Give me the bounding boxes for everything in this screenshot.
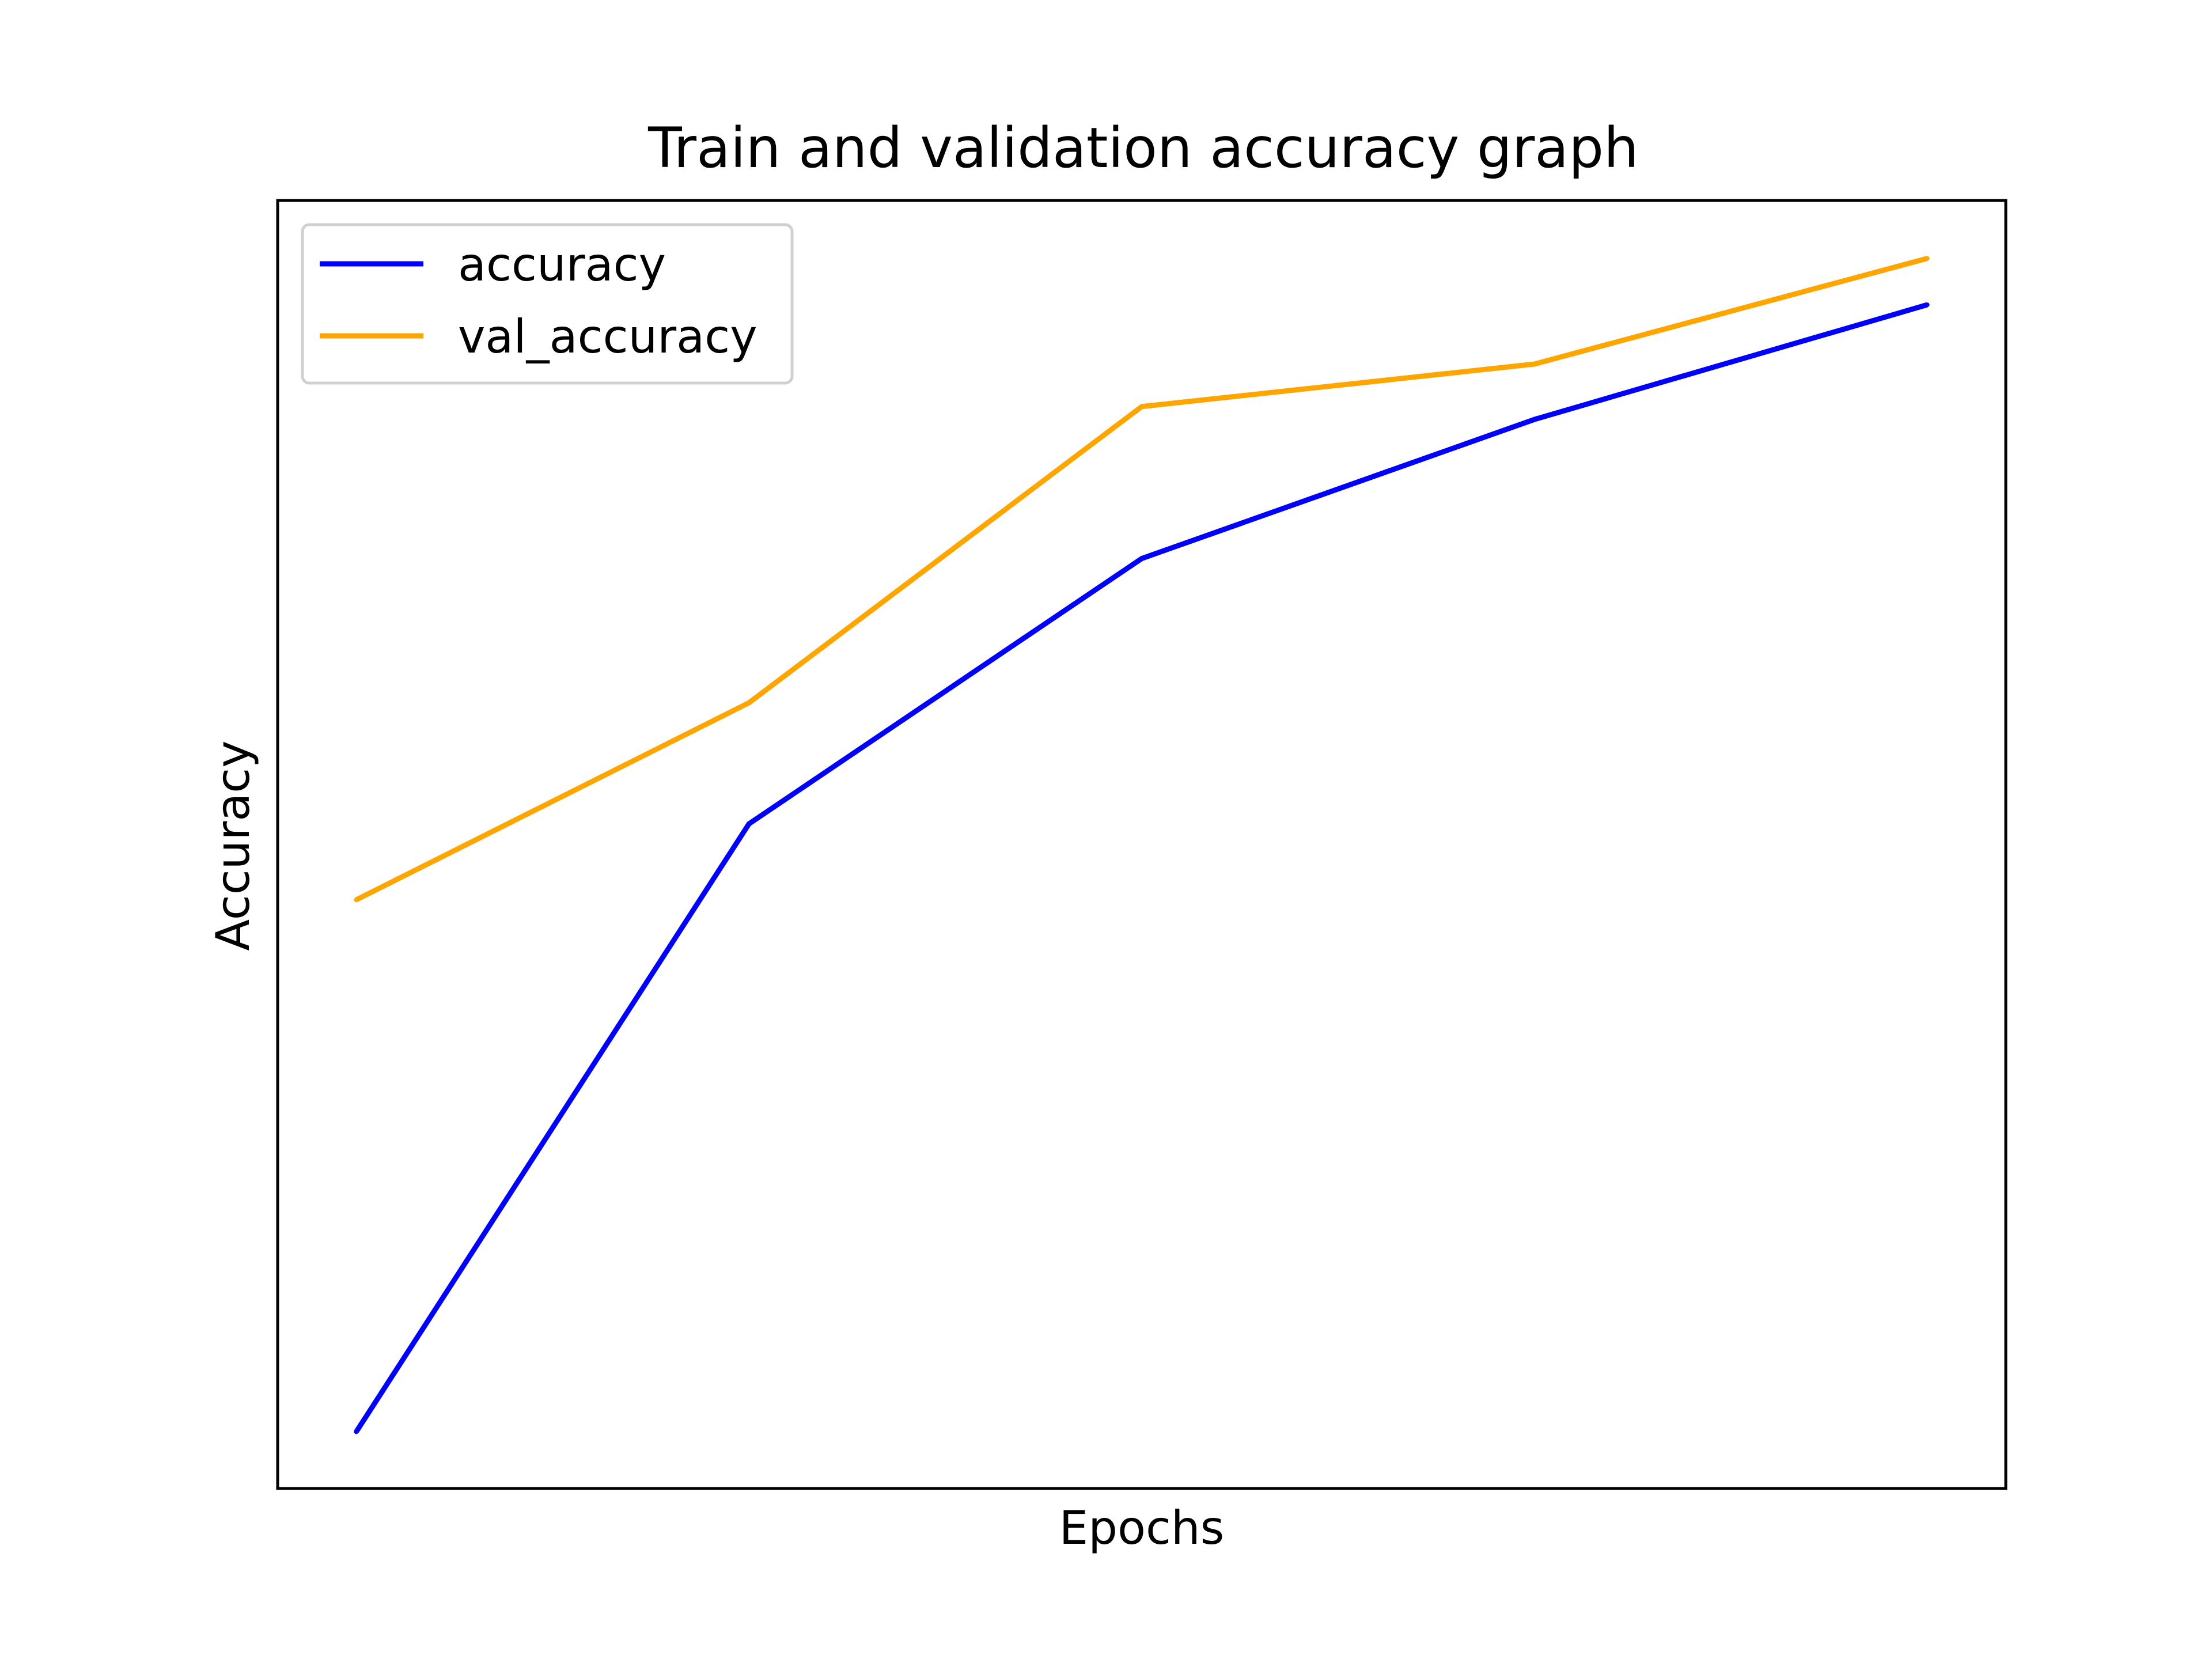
plot-frame	[276, 199, 2008, 1490]
data-point-val-accuracy-3	[1139, 404, 1144, 409]
series-layer	[354, 256, 1930, 1434]
data-point-accuracy-5	[1925, 302, 1930, 308]
data-point-val-accuracy-5	[1925, 256, 1930, 261]
legend-accuracy-label: accuracy	[458, 238, 666, 291]
data-point-accuracy-3	[1139, 556, 1144, 561]
y-axis-label: Accuracy	[206, 740, 260, 950]
data-point-accuracy-2	[747, 821, 752, 827]
data-point-accuracy-4	[1532, 417, 1537, 422]
data-point-val-accuracy-4	[1532, 362, 1537, 366]
legend: accuracy val_accuracy	[301, 223, 794, 385]
data-point-accuracy-1	[354, 1429, 359, 1434]
chart-title: Train and validation accuracy graph	[647, 116, 1639, 180]
legend-val-accuracy-label: val_accuracy	[458, 310, 757, 363]
data-point-val-accuracy-2	[747, 700, 752, 705]
data-point-val-accuracy-1	[354, 897, 359, 903]
x-axis-label: Epochs	[1059, 1501, 1225, 1555]
plot-area	[276, 199, 2008, 1490]
legend-box	[301, 223, 794, 385]
